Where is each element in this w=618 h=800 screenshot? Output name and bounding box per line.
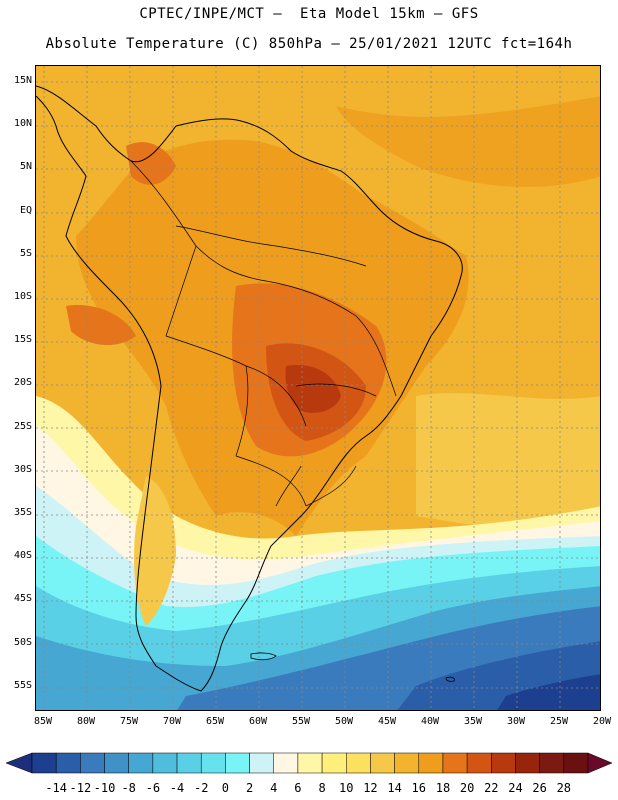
map-title-line-1: CPTEC/INPE/MCT – Eta Model 15km – GFS [139, 6, 479, 22]
colorbar-tick-label: -4 [169, 781, 185, 795]
lat-label: 20S [13, 377, 32, 389]
lon-label: 65W [205, 716, 225, 727]
temperature-colorbar [5, 752, 613, 774]
colorbar-tick-label: 8 [318, 781, 326, 795]
colorbar-tick-label: -12 [69, 781, 92, 795]
colorbar-tick-label: 20 [459, 781, 475, 795]
colorbar-tick-label: 16 [411, 781, 426, 795]
lon-label: 40W [420, 716, 440, 727]
temperature-map [35, 65, 601, 711]
colorbar-high-arrow [587, 752, 613, 774]
lat-label: 30S [13, 463, 32, 475]
colorbar-swatch [394, 752, 420, 774]
lat-label: 55S [13, 679, 32, 691]
colorbar-swatch [249, 752, 274, 774]
colorbar-swatch [346, 752, 371, 774]
colorbar-tick-label: 28 [556, 781, 572, 795]
colorbar-tick-label: 24 [508, 781, 523, 795]
colorbar-swatch [152, 752, 178, 774]
graticule [36, 66, 600, 710]
lat-label: 35S [13, 507, 32, 518]
lat-label: 25S [13, 420, 32, 432]
lon-label: 75W [119, 716, 139, 727]
lat-label: 45S [13, 593, 32, 605]
lon-label: 70W [162, 716, 182, 727]
colorbar-swatch [31, 752, 57, 774]
colorbar-tick-label: 0 [221, 781, 229, 795]
lon-label: 55W [291, 716, 311, 727]
lat-label: EQ [19, 204, 32, 216]
colorbar-swatch [273, 752, 299, 774]
lon-label: 25W [549, 716, 569, 727]
lat-label: 50S [13, 636, 32, 648]
map-title-line-2: Absolute Temperature (C) 850hPa – 25/01/… [45, 36, 573, 52]
colorbar-swatch [515, 752, 540, 774]
colorbar-tick-label: 22 [484, 781, 499, 795]
colorbar-tick-label: -8 [121, 781, 136, 795]
lat-label: 10N [13, 118, 32, 130]
lat-label: 5S [19, 247, 32, 259]
lon-label: 35W [463, 716, 483, 727]
lat-label: 40S [13, 550, 32, 562]
colorbar-tick-label: 26 [532, 781, 547, 795]
colorbar-swatch [225, 752, 250, 774]
colorbar-swatch [442, 752, 468, 774]
lon-label: 30W [506, 716, 526, 727]
lon-label: 85W [33, 716, 53, 727]
colorbar-swatch [563, 752, 589, 774]
colorbar-swatch [200, 752, 226, 774]
colorbar-swatch [128, 752, 154, 774]
south-america-coastline [36, 85, 463, 692]
colorbar-swatch [80, 752, 105, 774]
colorbar-swatch [466, 752, 492, 774]
colorbar-tick-label: 14 [387, 781, 402, 795]
colorbar-swatch [418, 752, 444, 774]
lat-label: 15N [13, 75, 32, 86]
colorbar-tick-label: 12 [363, 781, 378, 795]
colorbar-tick-label: 4 [270, 781, 278, 795]
colorbar-tick-label: -2 [193, 781, 209, 795]
colorbar-tick-label: -14 [45, 781, 68, 795]
lon-label: 20W [592, 716, 612, 727]
country-borders [130, 160, 397, 507]
colorbar-low-arrow [5, 752, 33, 774]
colorbar-swatch [176, 752, 202, 774]
colorbar-tick-label: 18 [435, 781, 451, 795]
colorbar-swatch [297, 752, 323, 774]
lon-label: 80W [76, 716, 96, 727]
colorbar-tick-label: 6 [294, 781, 302, 795]
colorbar-swatch [539, 752, 565, 774]
colorbar-swatch [491, 752, 516, 774]
lon-label: 45W [377, 716, 397, 727]
colorbar-swatch [321, 752, 347, 774]
lat-label: 5N [19, 161, 32, 173]
colorbar-tick-label: 2 [245, 781, 254, 795]
lon-label: 60W [248, 716, 268, 727]
colorbar-tick-label: 10 [339, 781, 354, 795]
colorbar-tick-label: -10 [93, 781, 116, 795]
lat-label: 15S [13, 334, 32, 346]
lat-label: 10S [13, 291, 32, 302]
colorbar-swatch [370, 752, 395, 774]
colorbar-swatch [104, 752, 129, 774]
lon-label: 50W [334, 716, 354, 727]
colorbar-tick-label: -6 [145, 781, 161, 795]
colorbar-swatch [55, 752, 81, 774]
